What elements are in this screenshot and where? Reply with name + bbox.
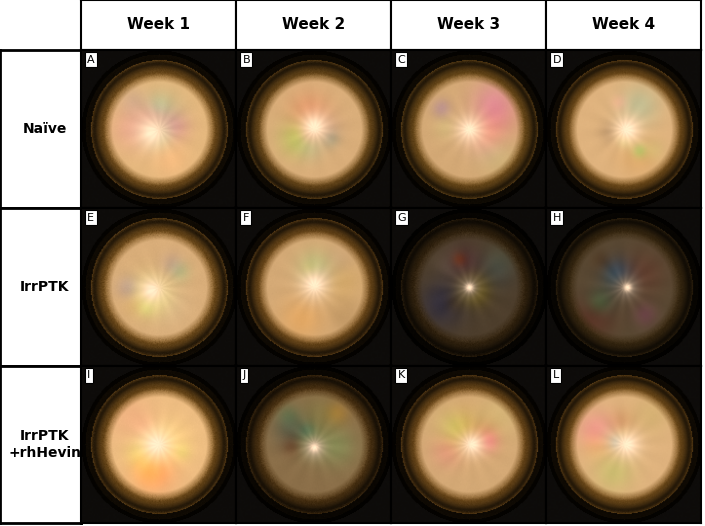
Text: H: H bbox=[553, 213, 561, 222]
Text: G: G bbox=[398, 213, 406, 222]
Text: K: K bbox=[398, 370, 405, 380]
Text: L: L bbox=[553, 370, 559, 380]
Text: C: C bbox=[398, 55, 405, 65]
Text: E: E bbox=[87, 213, 94, 222]
Text: IrrPTK: IrrPTK bbox=[20, 280, 69, 294]
Text: IrrPTK
+rhHevin: IrrPTK +rhHevin bbox=[8, 429, 81, 460]
Text: F: F bbox=[243, 213, 249, 222]
Text: B: B bbox=[243, 55, 250, 65]
Text: A: A bbox=[87, 55, 95, 65]
Text: Week 3: Week 3 bbox=[437, 17, 501, 33]
Text: J: J bbox=[243, 370, 245, 380]
Text: I: I bbox=[87, 370, 90, 380]
Text: D: D bbox=[553, 55, 561, 65]
Text: Naïve: Naïve bbox=[23, 122, 67, 136]
Text: Week 4: Week 4 bbox=[592, 17, 656, 33]
Text: Week 1: Week 1 bbox=[127, 17, 190, 33]
Text: Week 2: Week 2 bbox=[282, 17, 345, 33]
